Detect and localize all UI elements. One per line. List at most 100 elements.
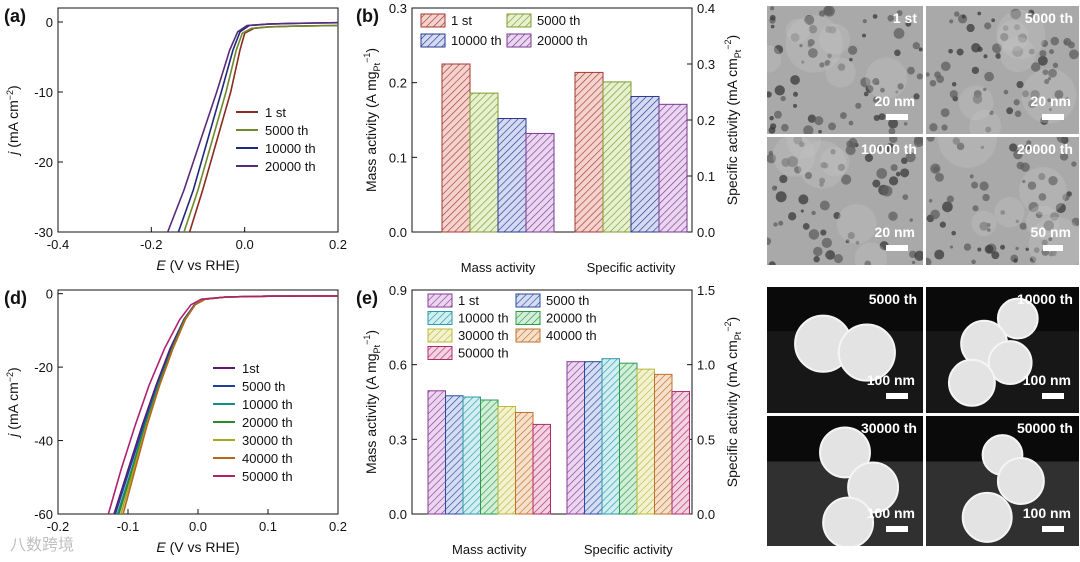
- c-particle: [1006, 107, 1014, 115]
- f-scale-label-2: 100 nm: [867, 505, 915, 521]
- c-particle: [934, 249, 945, 260]
- b-bar-3-0: [525, 132, 555, 233]
- e-ytick-right-label: 1.5: [697, 283, 715, 298]
- c-particle: [830, 148, 836, 155]
- e-ytick-label: 0.0: [389, 507, 407, 522]
- c-particle: [1030, 89, 1040, 100]
- d-legend-label-5: 40000 th: [242, 451, 293, 466]
- c-particle: [798, 141, 805, 148]
- c-particle: [837, 63, 846, 71]
- c-texture: [767, 44, 782, 73]
- c-particle: [946, 195, 954, 203]
- f-nanoparticle: [961, 491, 1013, 543]
- c-particle: [983, 87, 987, 92]
- c-particle: [1038, 173, 1046, 181]
- b-ytick-right-label: 0.3: [697, 57, 715, 72]
- c-particle: [916, 73, 923, 80]
- c-particle: [890, 164, 898, 172]
- d-legend-label-6: 50000 th: [242, 469, 293, 484]
- c-particle: [781, 123, 789, 132]
- f-nanoparticle: [822, 496, 875, 546]
- c-texture: [819, 23, 850, 55]
- c-particle: [837, 163, 846, 172]
- c-particle: [1000, 244, 1006, 250]
- e-ytick-right-label: 1.0: [697, 358, 715, 373]
- c-particle: [798, 194, 809, 205]
- c-particle: [926, 137, 935, 142]
- f-nanoparticle: [819, 426, 871, 479]
- c-particle: [1043, 220, 1055, 231]
- c-particle: [1000, 210, 1006, 215]
- d-xtick-label: 0.0: [189, 519, 207, 534]
- c-particle: [1019, 222, 1027, 230]
- c-particle: [872, 14, 878, 19]
- c-particle: [926, 257, 932, 265]
- d-legend-label-3: 20000 th: [242, 415, 293, 430]
- c-particle: [821, 237, 832, 249]
- c-particle: [971, 43, 981, 53]
- c-particle: [774, 85, 785, 96]
- e-bar-6-1: [671, 391, 690, 515]
- c-particle: [951, 81, 957, 87]
- c-texture: [820, 147, 850, 177]
- f-scale-bar-2: [886, 526, 908, 532]
- c-particle: [961, 14, 966, 19]
- c-texture: [1000, 36, 1036, 73]
- c-particle: [1013, 258, 1018, 263]
- f-image-tile: [926, 287, 1079, 413]
- d-xtick-label: -0.1: [117, 519, 139, 534]
- d-xtick-label: 0.1: [259, 519, 277, 534]
- b-ytick-label: 0.1: [389, 150, 407, 165]
- f-scale-bar-3: [1042, 526, 1064, 532]
- c-particle: [887, 14, 895, 22]
- panel-d-line-chart: (d) -0.2 -0.1 0.0 0.1 0.2 0 -20 -40 -60 E (V vs RH…: [4, 287, 347, 555]
- b-y-axis-title: Mass activity (A mgPt−1): [362, 48, 382, 192]
- c-particle: [942, 201, 953, 213]
- b-ytick-label: 0.0: [389, 225, 407, 240]
- f-tile-label-0: 5000 th: [869, 291, 917, 307]
- c-texture: [1025, 205, 1060, 240]
- c-particle: [1028, 9, 1035, 16]
- bpanel-label: (b): [356, 6, 379, 26]
- c-particle: [1041, 40, 1049, 48]
- c-particle: [1029, 256, 1037, 263]
- c-particle: [956, 142, 965, 151]
- c-particle: [862, 19, 867, 24]
- e-ytick-label: 0.3: [389, 432, 407, 447]
- d-legend-label-0: 1st: [242, 361, 260, 376]
- c-particle: [814, 116, 824, 126]
- c-particle: [977, 247, 982, 252]
- c-particle: [929, 79, 937, 87]
- c-particle: [949, 19, 954, 24]
- c-particle: [802, 222, 810, 230]
- c-particle: [778, 220, 784, 226]
- c-particle: [1049, 49, 1054, 55]
- a-ytick-label: -10: [34, 85, 53, 100]
- c-tile-label-1: 5000 th: [1025, 10, 1073, 26]
- c-image-tile: [767, 6, 923, 134]
- e-y-axis-title: Mass activity (A mgPt−1): [362, 330, 382, 474]
- c-particle: [774, 185, 778, 190]
- c-particle: [984, 22, 992, 30]
- e-legend-swatch-2: [427, 311, 453, 325]
- f-nanoparticle: [996, 457, 1045, 505]
- e-bar-1-0: [445, 395, 464, 515]
- e-bar-0-0: [427, 390, 446, 515]
- c-image-tile: [926, 137, 1079, 265]
- c-particle: [912, 42, 920, 50]
- apanel-label: (a): [4, 6, 26, 26]
- c-particle: [808, 229, 820, 240]
- b-ytick-label: 0.3: [389, 1, 407, 16]
- c-particle: [954, 11, 960, 17]
- c-particle: [872, 179, 881, 188]
- c-particle: [787, 156, 798, 168]
- e-legend-label-5: 40000 th: [546, 328, 597, 343]
- c-scale-bar-2: [886, 245, 908, 251]
- c-texture: [785, 15, 843, 73]
- f-scale-label-3: 100 nm: [1023, 505, 1071, 521]
- c-particle: [1010, 8, 1022, 20]
- b-y-axis-right-title: Specific activity (mA cmPt−2): [723, 35, 743, 205]
- c-particle: [1026, 140, 1032, 146]
- c-particle: [977, 11, 982, 16]
- b-bar-0-0: [441, 63, 471, 233]
